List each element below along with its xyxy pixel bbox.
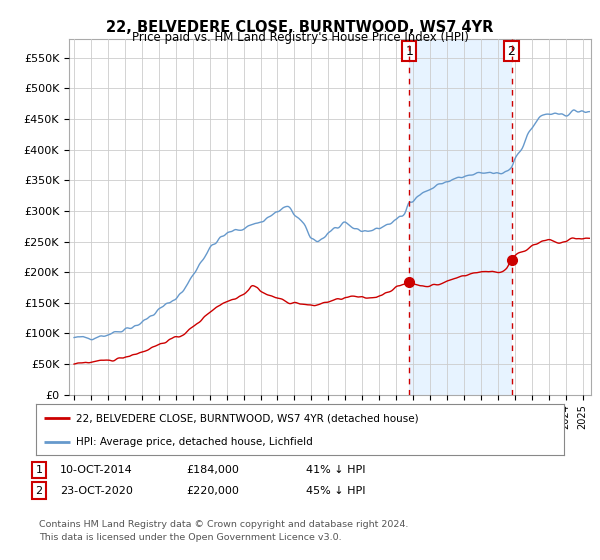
Text: 10-OCT-2014: 10-OCT-2014	[60, 465, 133, 475]
Text: 1: 1	[406, 45, 413, 58]
Text: Price paid vs. HM Land Registry's House Price Index (HPI): Price paid vs. HM Land Registry's House …	[131, 31, 469, 44]
Text: HPI: Average price, detached house, Lichfield: HPI: Average price, detached house, Lich…	[76, 437, 313, 447]
Text: This data is licensed under the Open Government Licence v3.0.: This data is licensed under the Open Gov…	[39, 533, 341, 542]
Text: 1: 1	[35, 465, 43, 475]
Text: 45% ↓ HPI: 45% ↓ HPI	[306, 486, 365, 496]
Text: 23-OCT-2020: 23-OCT-2020	[60, 486, 133, 496]
Text: 2: 2	[508, 45, 515, 58]
Bar	[409, 39, 512, 395]
Text: 2: 2	[35, 486, 43, 496]
Text: 22, BELVEDERE CLOSE, BURNTWOOD, WS7 4YR: 22, BELVEDERE CLOSE, BURNTWOOD, WS7 4YR	[106, 20, 494, 35]
Text: 41% ↓ HPI: 41% ↓ HPI	[306, 465, 365, 475]
Text: £220,000: £220,000	[186, 486, 239, 496]
Text: Contains HM Land Registry data © Crown copyright and database right 2024.: Contains HM Land Registry data © Crown c…	[39, 520, 409, 529]
Text: £184,000: £184,000	[186, 465, 239, 475]
Text: 22, BELVEDERE CLOSE, BURNTWOOD, WS7 4YR (detached house): 22, BELVEDERE CLOSE, BURNTWOOD, WS7 4YR …	[76, 413, 418, 423]
